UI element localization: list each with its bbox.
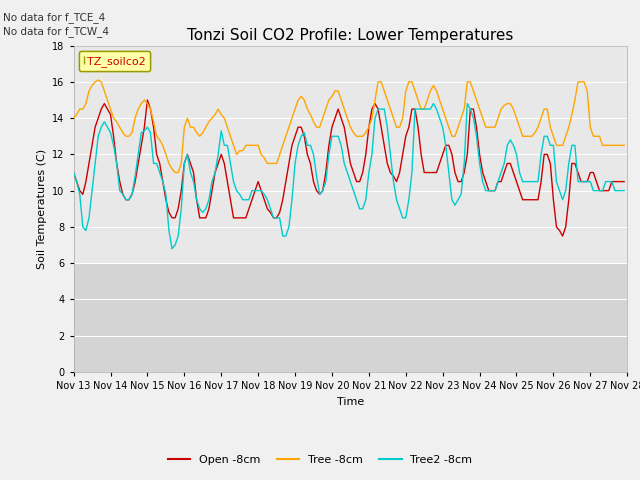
Y-axis label: Soil Temperatures (C): Soil Temperatures (C)	[36, 149, 47, 269]
Legend: Open -8cm, Tree -8cm, Tree2 -8cm: Open -8cm, Tree -8cm, Tree2 -8cm	[163, 451, 477, 469]
X-axis label: Time: Time	[337, 396, 364, 407]
Title: Tonzi Soil CO2 Profile: Lower Temperatures: Tonzi Soil CO2 Profile: Lower Temperatur…	[188, 28, 513, 43]
Legend: TZ_soilco2: TZ_soilco2	[79, 51, 150, 71]
Text: No data for f_TCW_4: No data for f_TCW_4	[3, 26, 109, 37]
Bar	[74, 263, 627, 372]
Text: No data for f_TCE_4: No data for f_TCE_4	[3, 12, 106, 23]
